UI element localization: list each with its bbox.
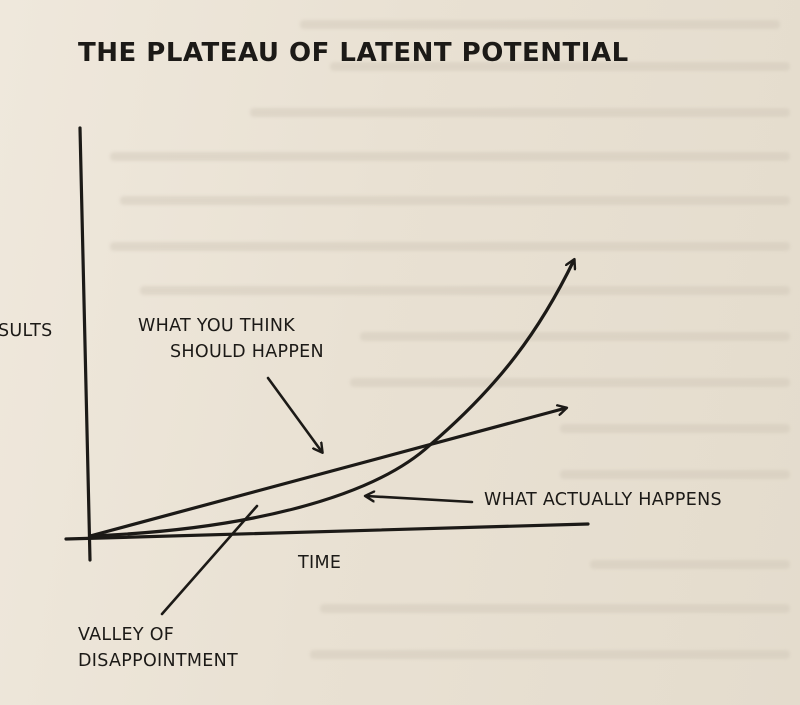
expected-label-line2: SHOULD HAPPEN	[170, 342, 324, 362]
expected-pointer-arrow	[266, 376, 322, 452]
actual-pointer-arrow	[366, 496, 474, 504]
actual-progress-curve	[88, 260, 574, 538]
actual-label: WHAT ACTUALLY HAPPENS	[484, 490, 722, 510]
valley-label-line1: VALLEY OF	[78, 625, 175, 645]
diagram-title: THE PLATEAU OF LATENT POTENTIAL	[78, 38, 629, 68]
expected-progress-line	[88, 408, 566, 538]
valley-label-line2: DISAPPOINTMENT	[78, 651, 238, 671]
expected-label-line1: WHAT YOU THINK	[138, 316, 295, 336]
y-axis-line	[78, 126, 92, 562]
x-axis-line	[64, 522, 590, 541]
y-axis-label: SULTS	[0, 321, 53, 341]
x-axis-label: TIME	[298, 553, 342, 573]
valley-pointer-line	[160, 504, 259, 616]
